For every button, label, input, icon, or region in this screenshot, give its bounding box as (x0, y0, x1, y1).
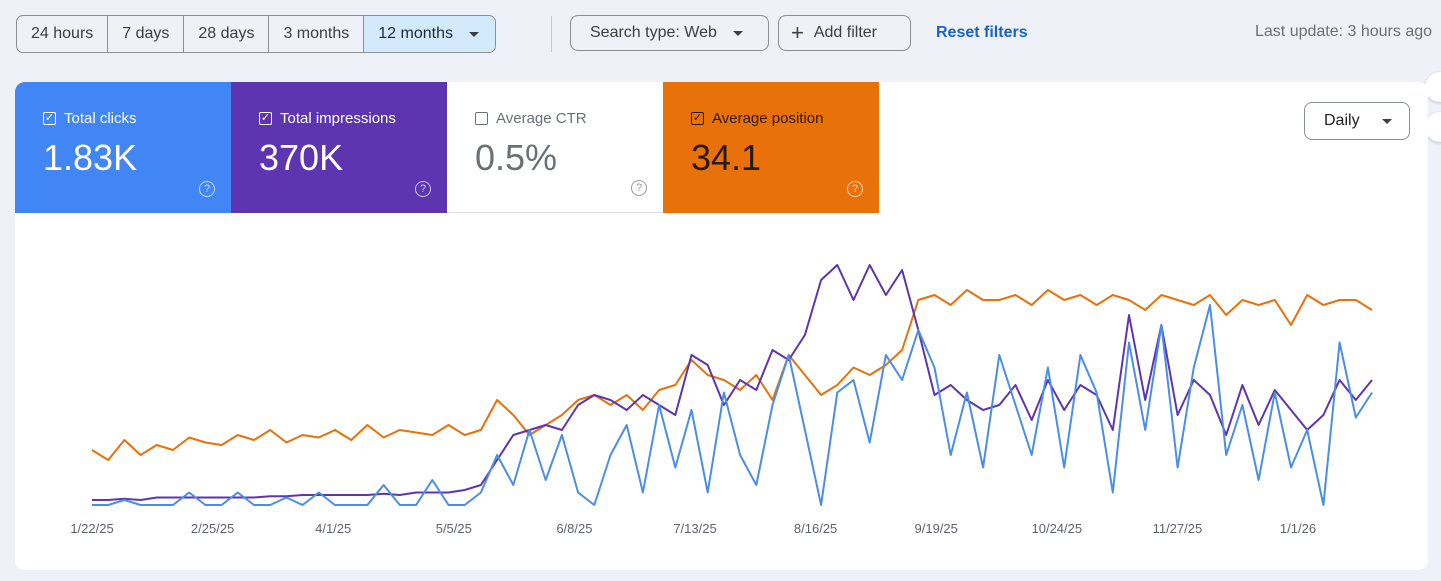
checkbox-checked-icon[interactable]: ✓ (691, 112, 704, 125)
x-tick-label: 5/5/25 (435, 521, 472, 536)
date-range-selector: 24 hours 7 days 28 days 3 months 12 mont… (16, 15, 496, 53)
metric-value: 0.5% (475, 137, 558, 178)
x-tick-label: 7/13/25 (673, 521, 717, 536)
metric-value: 1.83K (43, 137, 138, 178)
search-type-label: Search type: Web (590, 24, 717, 41)
checkbox-unchecked-icon[interactable] (475, 112, 488, 125)
help-icon[interactable]: ? (199, 181, 215, 197)
help-icon[interactable]: ? (847, 181, 863, 197)
x-tick-label: 2/25/25 (190, 521, 235, 536)
metric-tile-average-position[interactable]: ✓ Average position 34.1 ? (663, 82, 879, 213)
metric-label: Total clicks (64, 110, 137, 127)
metric-value: 34.1 (691, 137, 762, 178)
reset-filters-link[interactable]: Reset filters (936, 24, 1028, 41)
x-tick-label: 6/8/25 (556, 521, 593, 536)
divider (551, 16, 552, 52)
range-7-days[interactable]: 7 days (108, 16, 185, 52)
metric-label: Average CTR (496, 110, 587, 127)
range-3-months[interactable]: 3 months (269, 16, 365, 52)
x-tick-label: 1/22/25 (70, 521, 114, 536)
help-icon[interactable]: ? (631, 180, 647, 196)
chevron-down-icon (468, 31, 479, 37)
add-filter-button[interactable]: + Add filter (778, 15, 911, 51)
x-tick-label: 4/1/25 (315, 521, 352, 536)
performance-chart-card: ✓ Total clicks 1.83K ? ✓ Total impressions… (15, 82, 1428, 570)
x-tick-label: 9/19/25 (914, 521, 958, 536)
checkbox-checked-icon[interactable]: ✓ (259, 112, 272, 125)
series-line-total-clicks (92, 304, 1373, 506)
range-12-months-label: 12 months (378, 25, 453, 42)
granularity-dropdown[interactable]: Daily (1304, 102, 1410, 140)
performance-line-chart[interactable] (15, 82, 1428, 570)
x-tick-label: 10/24/25 (1031, 521, 1083, 536)
chevron-down-icon (1381, 118, 1392, 124)
metric-value: 370K (259, 137, 344, 178)
chevron-down-icon (732, 30, 743, 36)
checkbox-checked-icon[interactable]: ✓ (43, 112, 56, 125)
add-filter-label: Add filter (813, 24, 877, 41)
x-tick-label: 11/27/25 (1152, 521, 1203, 536)
side-action-button[interactable] (1425, 112, 1441, 142)
range-28-days[interactable]: 28 days (184, 16, 270, 52)
x-tick-label: 8/16/25 (793, 521, 838, 536)
search-type-dropdown[interactable]: Search type: Web (570, 15, 769, 51)
metric-tile-total-clicks[interactable]: ✓ Total clicks 1.83K ? (15, 82, 231, 213)
plus-icon: + (791, 20, 804, 45)
range-24-hours[interactable]: 24 hours (17, 16, 109, 52)
metric-label: Average position (712, 110, 824, 127)
series-line-average-position (91, 289, 1373, 461)
range-12-months[interactable]: 12 months (364, 16, 495, 52)
x-tick-label: 1/1/26 (1279, 521, 1317, 536)
side-action-button[interactable] (1425, 72, 1441, 102)
help-icon[interactable]: ? (415, 181, 431, 197)
metric-tile-total-impressions[interactable]: ✓ Total impressions 370K ? (231, 82, 447, 213)
last-update-text: Last update: 3 hours ago (1255, 23, 1433, 40)
metric-label: Total impressions (280, 110, 396, 127)
granularity-label: Daily (1324, 112, 1360, 129)
metric-tile-average-ctr[interactable]: Average CTR 0.5% ? (447, 82, 663, 213)
